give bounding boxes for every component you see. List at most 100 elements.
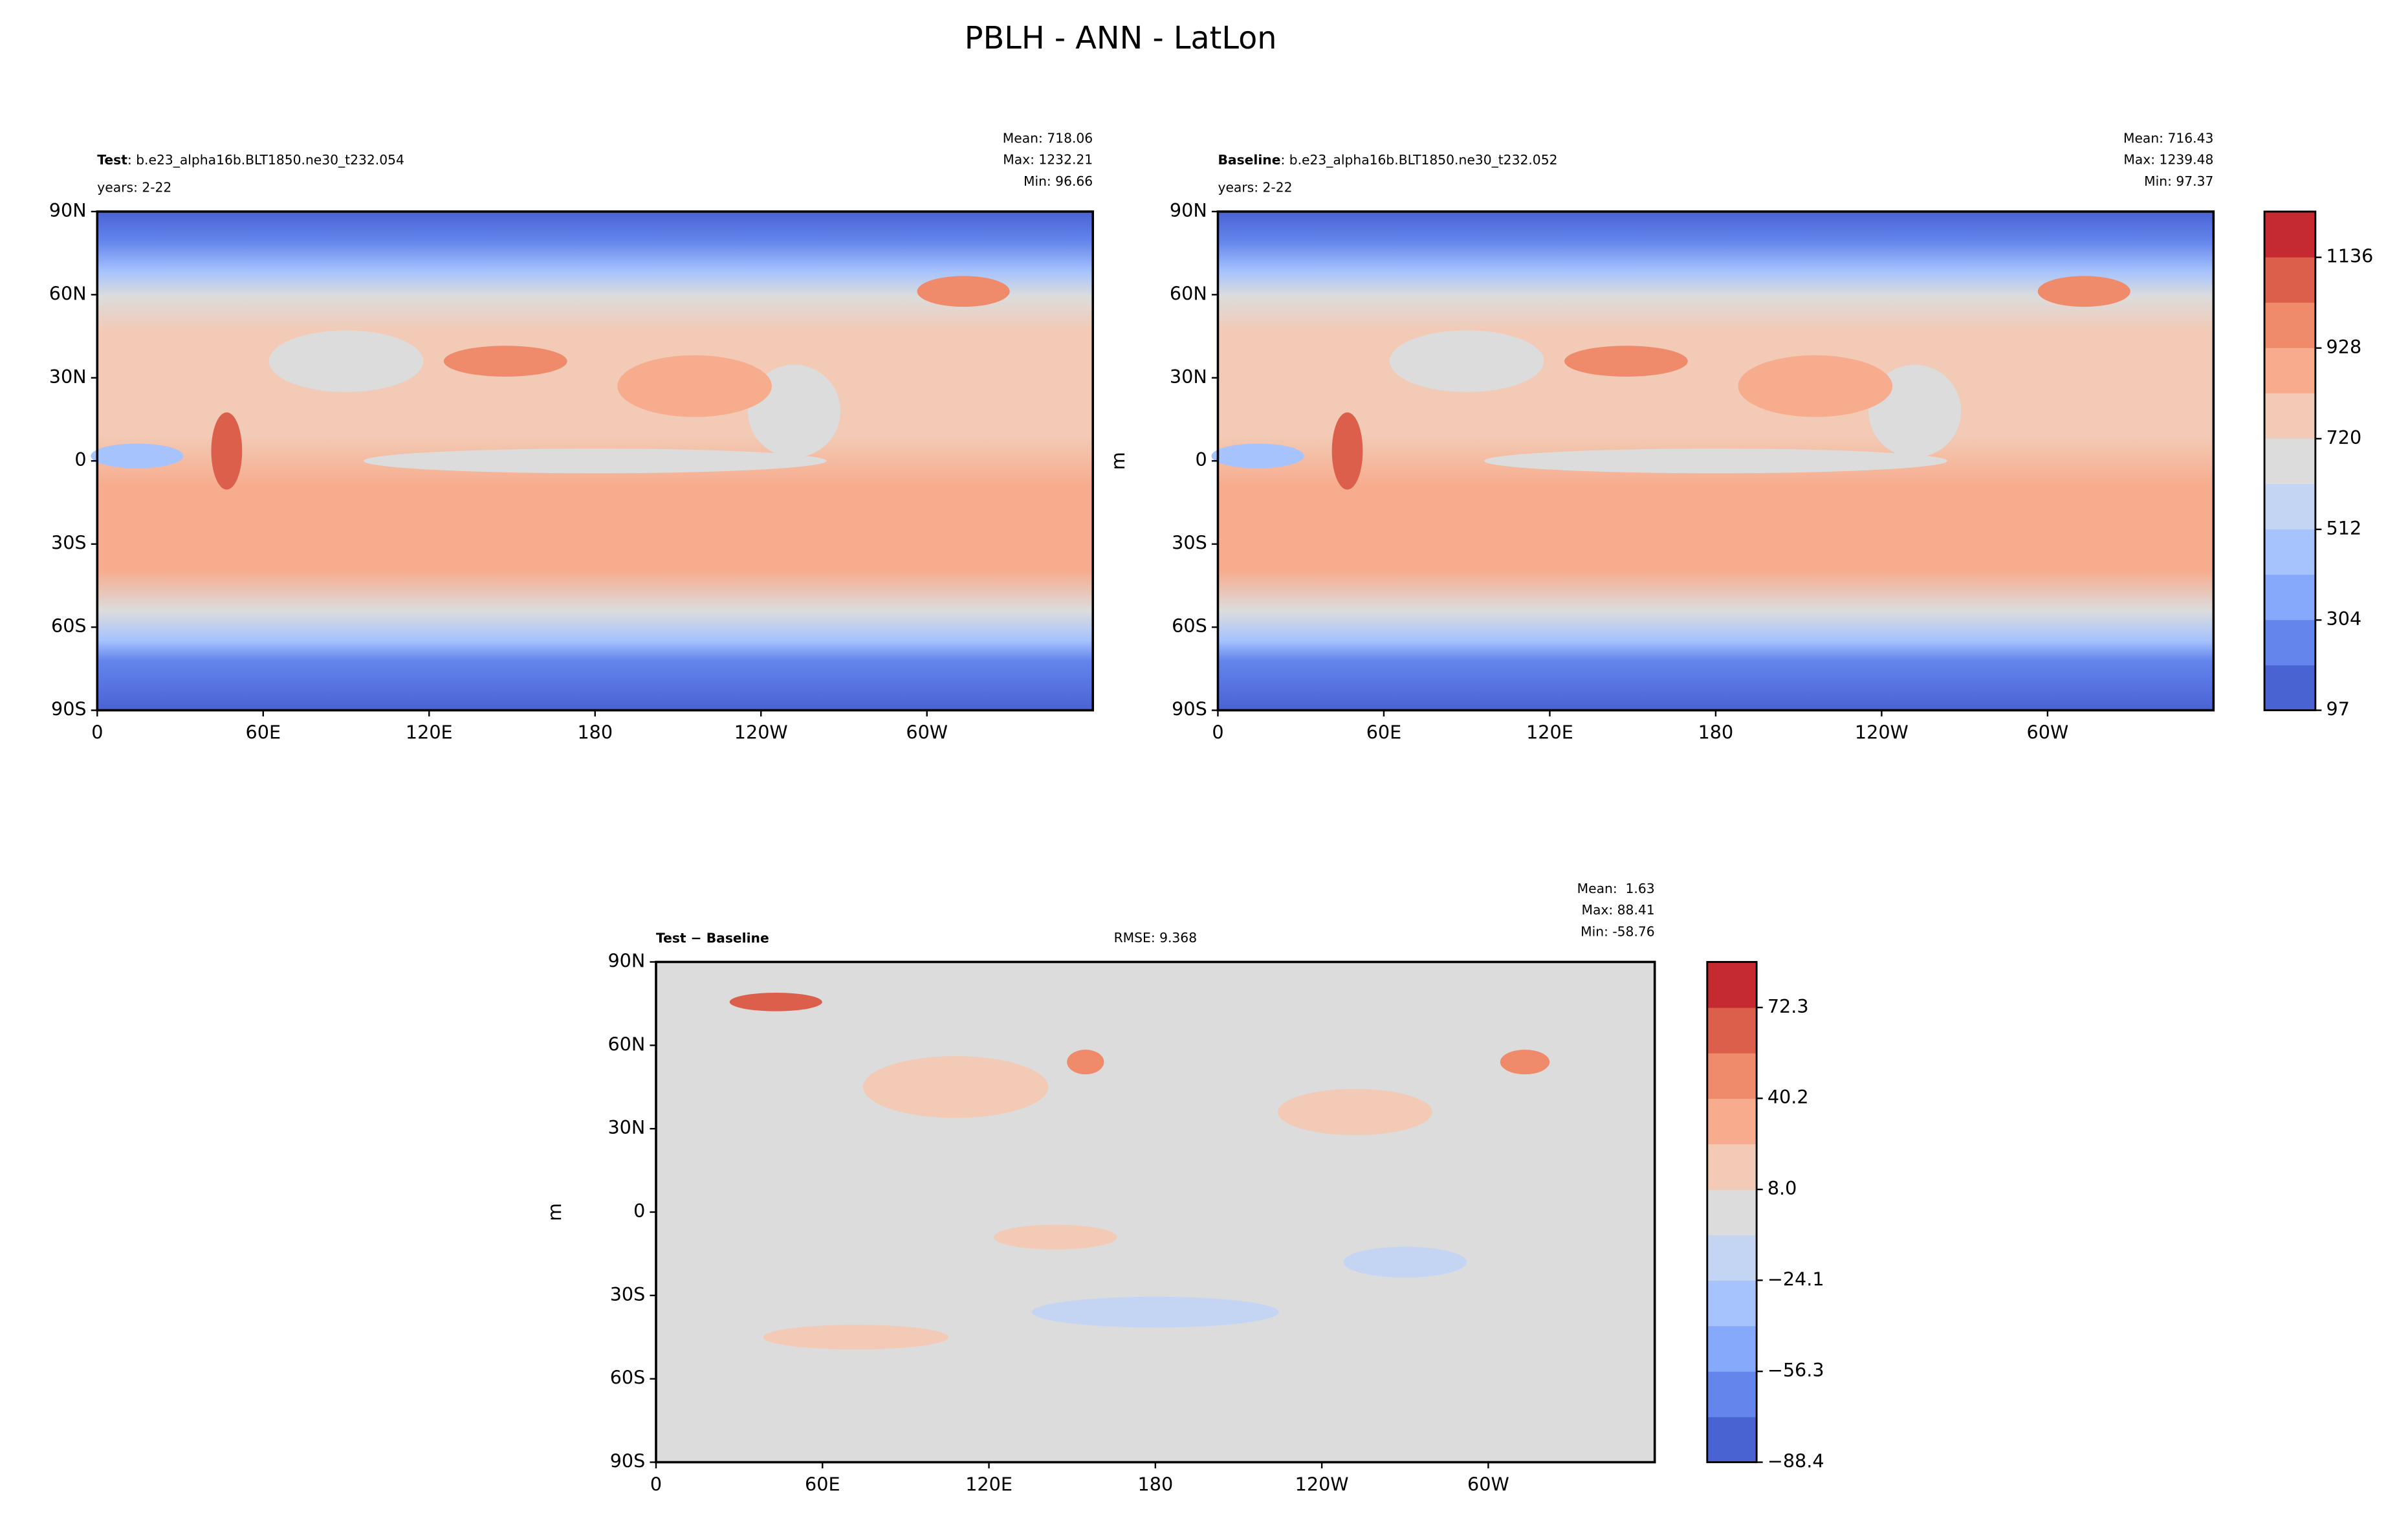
field-blob [268, 330, 424, 392]
y-tick-label: 60S [1172, 615, 1207, 637]
field-blob [1500, 1049, 1550, 1075]
colorbar-swatch [2264, 211, 2315, 258]
field-blob [91, 443, 184, 469]
y-tick-label: 60S [51, 615, 87, 637]
y-tick-label: 90S [610, 1450, 646, 1472]
colorbar-swatch [2264, 302, 2315, 348]
colorbar-swatch [1707, 1189, 1757, 1235]
colorbar-swatch [1707, 1417, 1757, 1463]
y-tick-label: 30N [1170, 366, 1207, 388]
y-tick-label: 30S [610, 1283, 646, 1305]
x-tick-label: 60E [805, 1473, 840, 1495]
y-tick-label: 0 [1196, 448, 1207, 470]
x-tick-label: 60E [1366, 721, 1402, 743]
x-tick-label: 0 [650, 1473, 662, 1495]
y-tick-label: 90S [51, 698, 87, 720]
colorbar-swatch [1707, 1007, 1757, 1054]
colorbar-tick-label: 304 [2326, 608, 2362, 630]
panel-label: Baseline [1218, 152, 1280, 168]
colorbar-tick-label: 720 [2326, 426, 2362, 448]
colorbar-tick-label: 8.0 [1768, 1177, 1797, 1199]
stat: Max: 1232.21 [1003, 152, 1093, 168]
x-tick-label: 120E [965, 1473, 1012, 1495]
colorbar-swatch [1707, 1235, 1757, 1281]
field-blob [1389, 330, 1544, 392]
colorbar-swatch [1707, 1280, 1757, 1327]
colorbar-tick-label: −24.1 [1768, 1268, 1824, 1290]
y-tick-label: 60N [607, 1033, 645, 1055]
field-blob [729, 993, 822, 1011]
field-blob [1331, 412, 1363, 490]
colorbar-tick-label: −56.3 [1768, 1359, 1824, 1381]
figure-title: PBLH - ANN - LatLon [965, 21, 1277, 56]
colorbar-swatch [2264, 619, 2315, 666]
colorbar-swatch [2264, 438, 2315, 484]
y-tick-label: 0 [74, 448, 86, 470]
panel-title: Baseline: b.e23_alpha16b.BLT1850.ne30_t2… [1218, 152, 1557, 168]
y-tick-label: 0 [633, 1200, 645, 1222]
y-tick-label: 90N [49, 199, 87, 221]
colorbar-swatch [2264, 574, 2315, 621]
field-blob [763, 1325, 948, 1350]
field-blob [211, 412, 243, 490]
colorbar-tick-label: −88.4 [1768, 1450, 1824, 1472]
rmse: RMSE: 9.368 [1114, 930, 1198, 945]
y-tick-label: 30N [607, 1116, 645, 1138]
field-blob [617, 355, 772, 417]
x-tick-label: 120W [1855, 721, 1909, 743]
x-tick-label: 120W [1295, 1473, 1349, 1495]
colorbar-swatch [2264, 393, 2315, 439]
stat: Min: -58.76 [1581, 924, 1655, 940]
field-blob [1278, 1088, 1432, 1136]
colorbar-tick-label: 72.3 [1768, 995, 1809, 1017]
years: years: 2-22 [97, 180, 171, 195]
stat: Max: 88.41 [1581, 902, 1654, 918]
field-blob [1484, 448, 1947, 474]
panel-title: Test: b.e23_alpha16b.BLT1850.ne30_t232.0… [97, 152, 404, 168]
colorbar-swatch [2264, 348, 2315, 393]
panel-label: Test [656, 930, 686, 945]
colorbar-swatch [1707, 1098, 1757, 1145]
colorbar-swatch [1707, 1325, 1757, 1372]
panel-label-b: Baseline [706, 930, 769, 945]
y-tick-label: 30S [1172, 532, 1207, 554]
y-tick-label: 90N [607, 949, 645, 971]
colorbar-swatch [1707, 1143, 1757, 1190]
x-tick-label: 180 [1138, 1473, 1174, 1495]
y-axis-label: m [543, 1203, 565, 1221]
y-tick-label: 90S [1172, 698, 1207, 720]
stat: Min: 96.66 [1023, 173, 1093, 189]
stat: Max: 1239.48 [2123, 152, 2213, 168]
field-blob [1067, 1049, 1104, 1075]
field-blob [1564, 346, 1688, 377]
colorbar-swatch [1707, 1371, 1757, 1417]
colorbar-tick-label: 512 [2326, 517, 2362, 539]
y-tick-label: 90N [1170, 199, 1207, 221]
field-blob [443, 346, 567, 377]
colorbar-swatch [2264, 529, 2315, 575]
colorbar-frame [2263, 210, 2317, 712]
colorbar-tick-label: 97 [2326, 698, 2350, 720]
colorbar-swatch [1707, 1053, 1757, 1099]
x-tick-label: 60E [246, 721, 281, 743]
field-blob [1343, 1246, 1467, 1278]
y-tick-label: 30S [51, 532, 87, 554]
years: years: 2-22 [1218, 180, 1292, 195]
colorbar-tick-label: 928 [2326, 336, 2362, 358]
y-tick-label: 60S [610, 1367, 646, 1389]
x-tick-label: 120E [1526, 721, 1573, 743]
field-blob [1031, 1296, 1279, 1328]
colorbar-swatch [2264, 483, 2315, 530]
y-tick-label: 60N [49, 282, 87, 304]
field-blob [917, 276, 1010, 307]
y-tick-label: 60N [1170, 282, 1207, 304]
colorbar-swatch [1707, 962, 1757, 1008]
colorbar-tick-label: 40.2 [1768, 1086, 1809, 1108]
stat: Min: 97.37 [2144, 173, 2213, 189]
x-tick-label: 60W [906, 721, 948, 743]
colorbar-swatch [2264, 256, 2315, 303]
case-name: : b.e23_alpha16b.BLT1850.ne30_t232.052 [1280, 152, 1557, 168]
x-tick-label: 60W [1467, 1473, 1509, 1495]
field-blob [994, 1224, 1117, 1250]
